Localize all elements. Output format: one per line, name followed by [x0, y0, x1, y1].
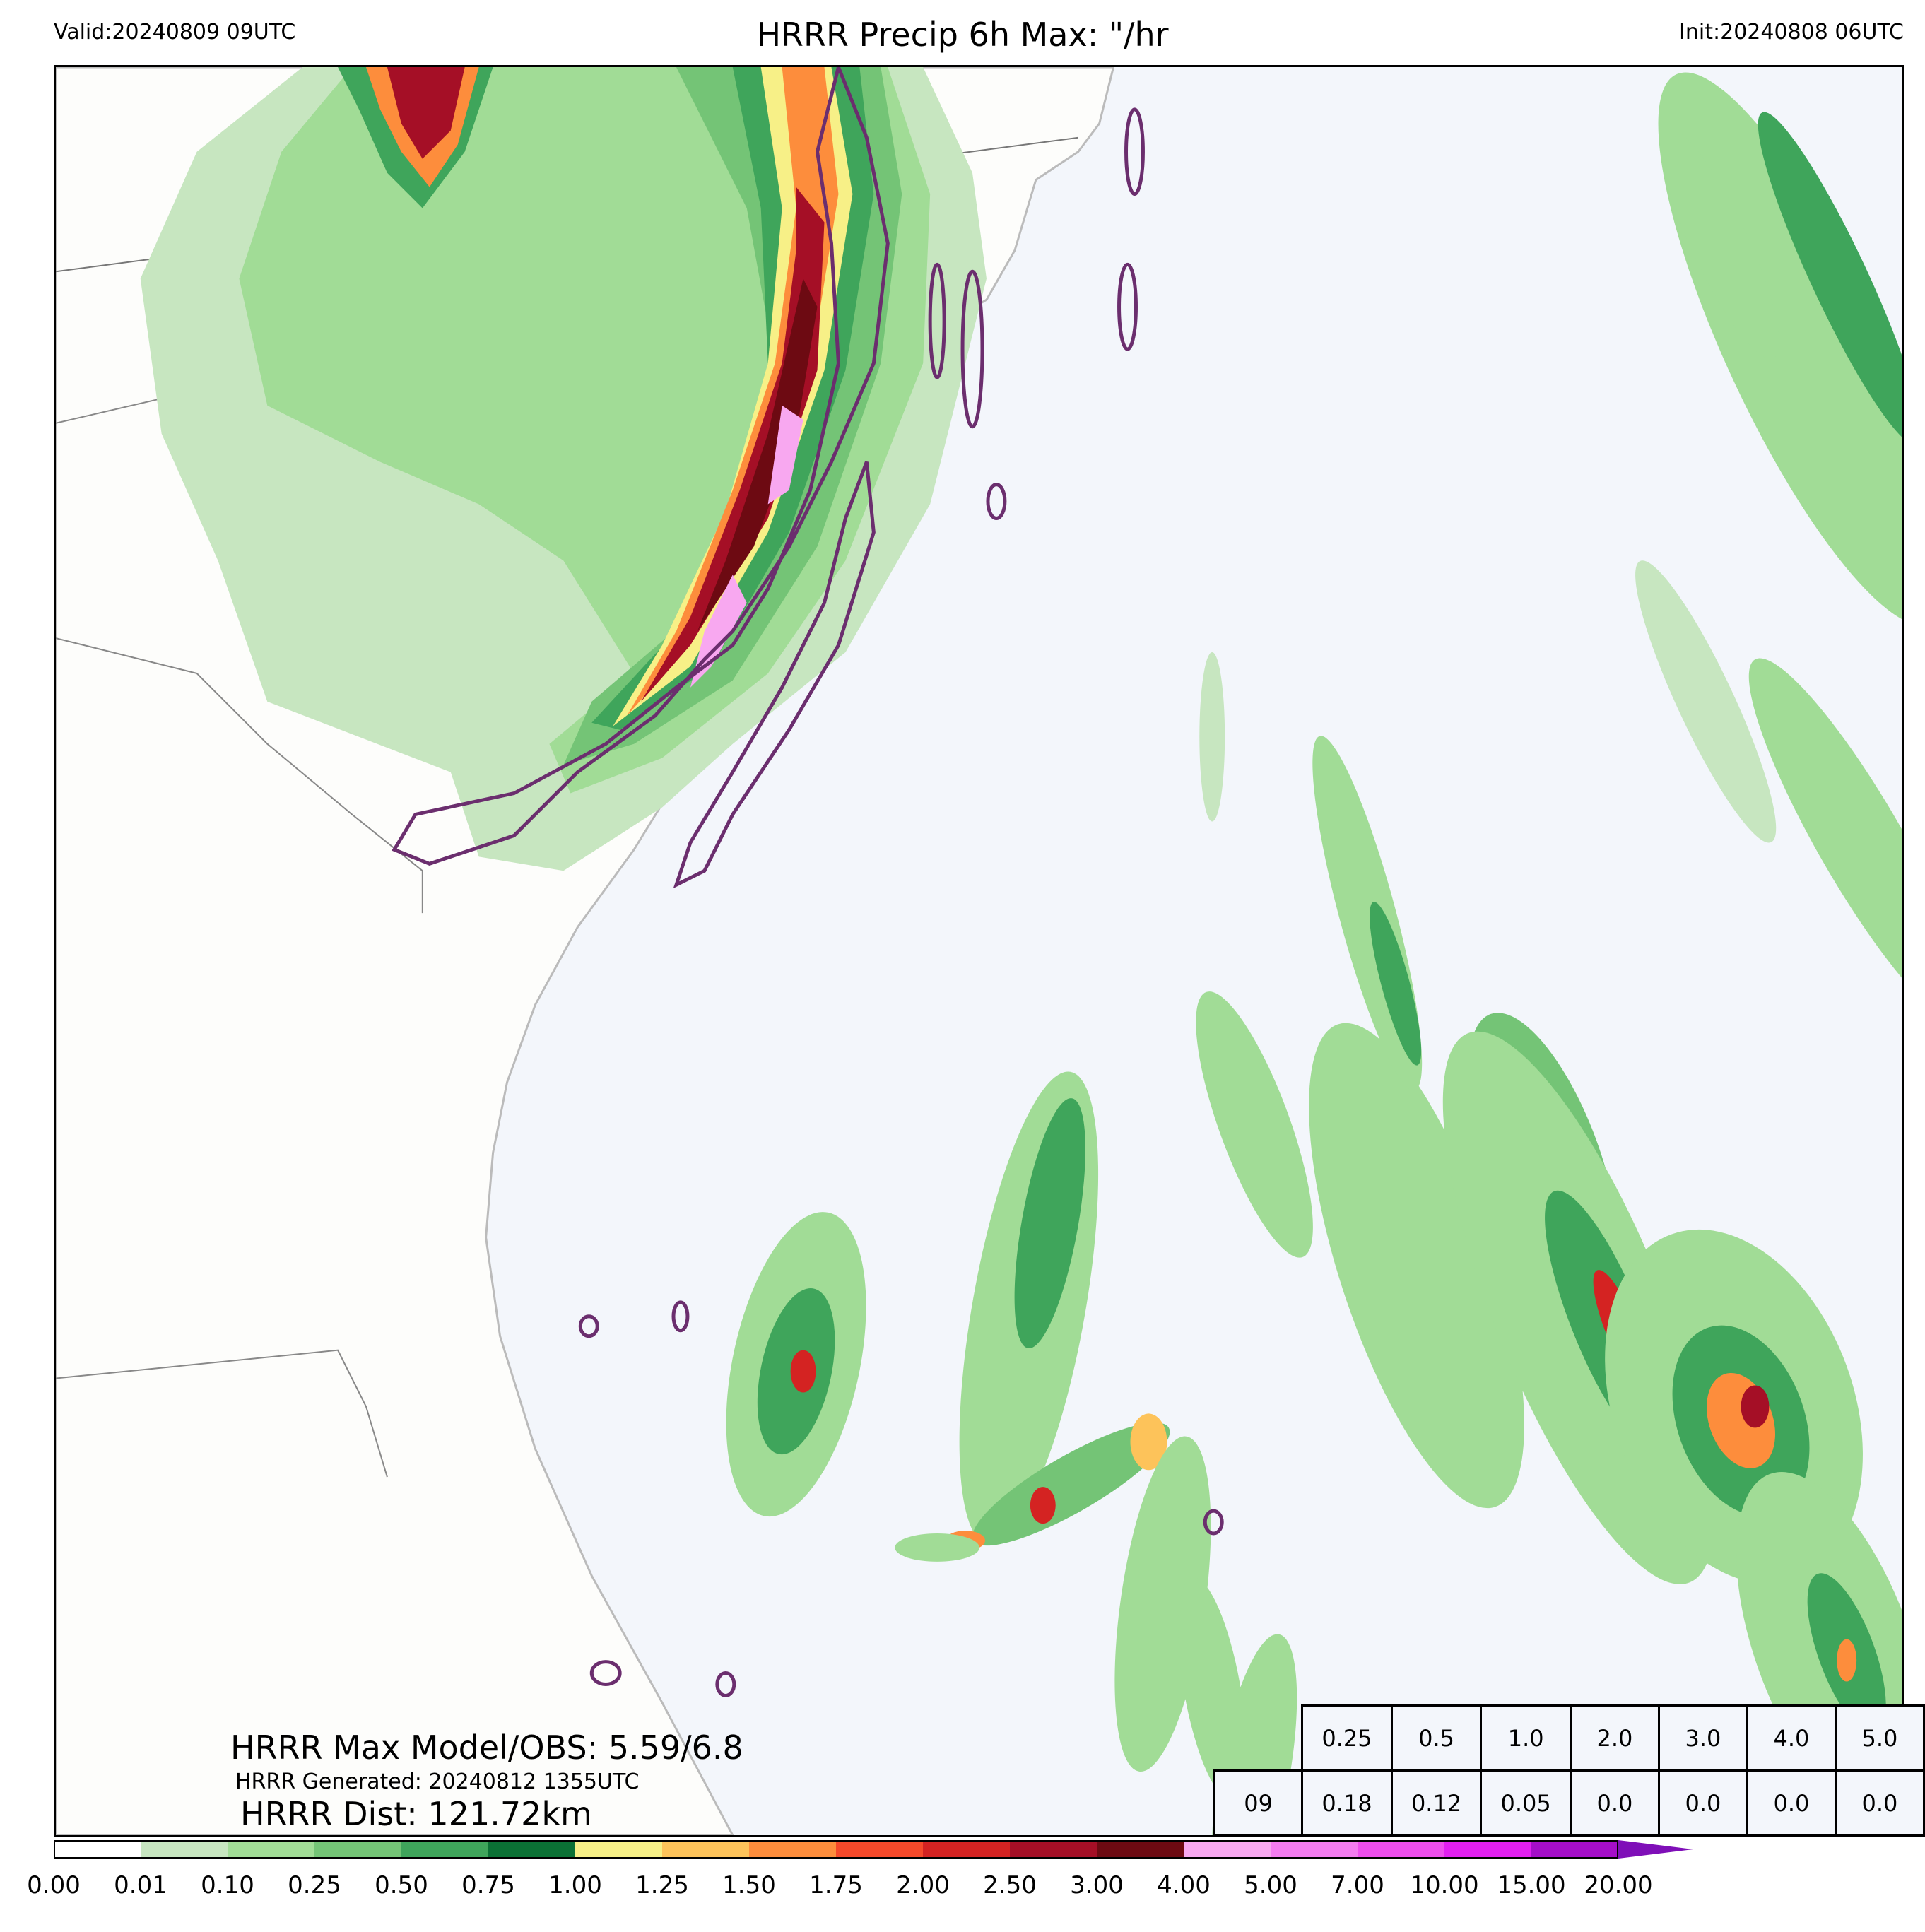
colorbar-tick-label: 1.50: [722, 1871, 776, 1899]
threshold-cell: 0.5: [1390, 1704, 1483, 1772]
colorbar-labels: 0.00 0.01 0.10 0.25 0.50 0.75 1.00 1.25 1.50 1.75…: [0, 1871, 1925, 1907]
threshold-cell: 3.0: [1657, 1704, 1748, 1772]
colorbar: [54, 1840, 1693, 1859]
obs-contours: [392, 67, 1224, 1697]
value-cell: 0.0: [1834, 1769, 1925, 1837]
colorbar-segment: [836, 1840, 923, 1859]
valid-time: Valid:20240809 09UTC: [54, 20, 296, 45]
threshold-cell: 5.0: [1834, 1704, 1925, 1772]
threshold-cell: 2.0: [1569, 1704, 1660, 1772]
distance: HRRR Dist: 121.72km: [240, 1795, 592, 1833]
state-border: [56, 1349, 388, 1478]
colorbar-tick-label: 1.00: [548, 1871, 602, 1899]
colorbar-tick-label: 0.10: [201, 1871, 254, 1899]
row-label: 09: [1213, 1769, 1304, 1837]
colorbar-tick-label: 0.50: [375, 1871, 428, 1899]
colorbar-outline: [54, 1840, 1618, 1859]
colorbar-segment: [1358, 1840, 1444, 1859]
threshold-cell: 1.0: [1480, 1704, 1572, 1772]
colorbar-tick-label: 5.00: [1244, 1871, 1297, 1899]
colorbar-tick-label: 4.00: [1157, 1871, 1211, 1899]
value-cell: 0.0: [1569, 1769, 1660, 1837]
colorbar-segment: [575, 1840, 662, 1859]
colorbar-segment: [1184, 1840, 1271, 1859]
colorbar-tick-label: 3.00: [1070, 1871, 1124, 1899]
colorbar-segment: [314, 1840, 401, 1859]
colorbar-tick-label: 0.01: [114, 1871, 167, 1899]
map-canvas: [56, 67, 1902, 1835]
precip-band-nc: [140, 67, 987, 871]
init-time: Init:20240808 06UTC: [1679, 20, 1904, 45]
colorbar-tick-label: 1.75: [809, 1871, 863, 1899]
table-corner: [1215, 1706, 1302, 1771]
colorbar-segment: [662, 1840, 749, 1859]
threshold-value-row: 09 0.18 0.12 0.05 0.0 0.0 0.0 0.0: [1213, 1769, 1925, 1837]
colorbar-segment: [1097, 1840, 1184, 1859]
value-cell: 0.12: [1390, 1769, 1483, 1837]
colorbar-segment: [749, 1840, 836, 1859]
precip-map: [54, 65, 1904, 1837]
colorbar-segment: [923, 1840, 1010, 1859]
threshold-cell: 4.0: [1746, 1704, 1837, 1772]
value-cell: 0.0: [1657, 1769, 1748, 1837]
colorbar-tick-label: 15.00: [1497, 1871, 1566, 1899]
threshold-table: 0.25 0.5 1.0 2.0 3.0 4.0 5.0 09 0.18 0.1…: [1213, 1704, 1925, 1837]
colorbar-tick-label: 20.00: [1584, 1871, 1653, 1899]
colorbar-tick-label: 2.50: [983, 1871, 1037, 1899]
colorbar-tick-label: 0.00: [27, 1871, 81, 1899]
colorbar-tick-label: 0.25: [288, 1871, 341, 1899]
colorbar-tick-label: 7.00: [1331, 1871, 1384, 1899]
colorbar-segment: [1010, 1840, 1097, 1859]
threshold-cell: 0.25: [1301, 1704, 1393, 1772]
colorbar-segment: [141, 1840, 228, 1859]
colorbar-extend-arrow: [1618, 1840, 1693, 1859]
colorbar-segment: [488, 1840, 575, 1859]
max-model-obs: HRRR Max Model/OBS: 5.59/6.8: [230, 1728, 743, 1767]
value-cell: 0.18: [1301, 1769, 1393, 1837]
threshold-header-row: 0.25 0.5 1.0 2.0 3.0 4.0 5.0: [1215, 1704, 1925, 1772]
chart-title: HRRR Precip 6h Max: "/hr: [756, 16, 1169, 54]
colorbar-segment: [1271, 1840, 1358, 1859]
generated-time: HRRR Generated: 20240812 1355UTC: [235, 1769, 640, 1794]
colorbar-segment: [401, 1840, 488, 1859]
colorbar-tick-label: 10.00: [1410, 1871, 1479, 1899]
value-cell: 0.05: [1480, 1769, 1572, 1837]
colorbar-segment: [54, 1840, 141, 1859]
colorbar-tick-label: 0.75: [461, 1871, 515, 1899]
colorbar-segment: [228, 1840, 314, 1859]
state-border: [56, 637, 423, 914]
colorbar-segment: [1531, 1840, 1618, 1859]
colorbar-segment: [1444, 1840, 1531, 1859]
colorbar-tick-label: 2.00: [896, 1871, 950, 1899]
value-cell: 0.0: [1746, 1769, 1837, 1837]
colorbar-tick-label: 1.25: [635, 1871, 689, 1899]
precip-offshore: [726, 72, 1902, 1835]
